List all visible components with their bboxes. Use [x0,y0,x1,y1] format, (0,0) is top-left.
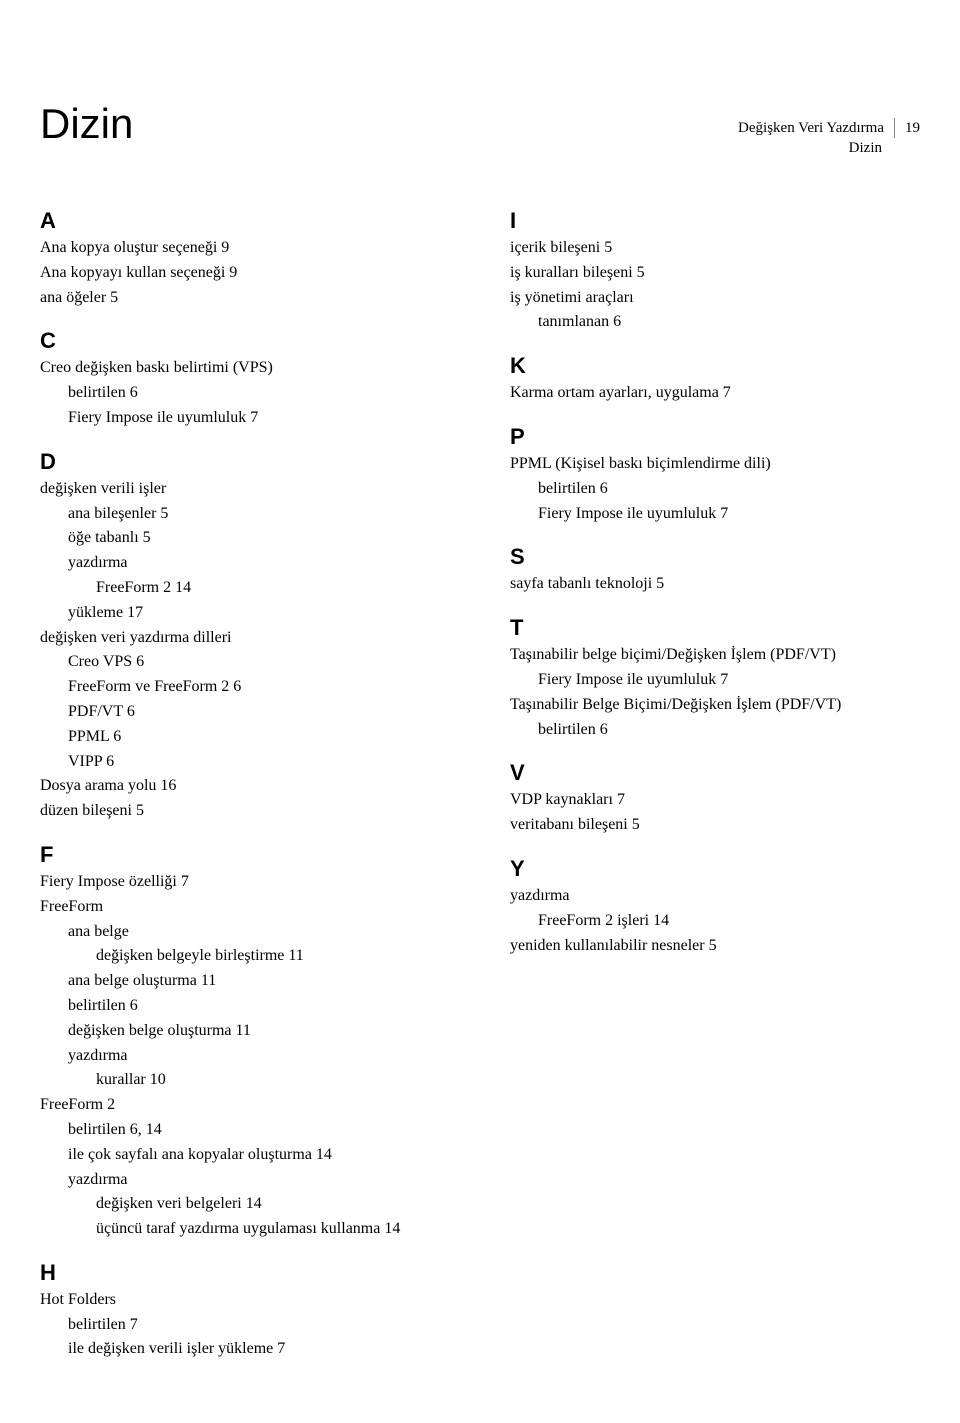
index-entry: yazdırma [68,1168,480,1193]
index-entry: Creo değişken baskı belirtimi (VPS) [40,356,480,381]
index-entry: PPML 6 [68,725,480,750]
index-entry: değişken verili işler [40,477,480,502]
index-entry: ana öğeler 5 [40,286,480,311]
index-entry: VIPP 6 [68,750,480,775]
index-letter: D [40,449,480,475]
index-entry: iş yönetimi araçları [510,286,950,311]
index-entry: belirtilen 6 [68,381,480,406]
index-entry: değişken belgeyle birleştirme 11 [96,944,480,969]
index-entry: yazdırma [510,884,950,909]
index-column-right: Iiçerik bileşeni 5iş kuralları bileşeni … [510,208,950,1362]
index-column-left: AAna kopya oluştur seçeneği 9Ana kopyayı… [40,208,480,1362]
index-entry: FreeForm ve FreeForm 2 6 [68,675,480,700]
index-entry: FreeForm 2 [40,1093,480,1118]
index-entry: Karma ortam ayarları, uygulama 7 [510,381,950,406]
index-letter: P [510,424,950,450]
index-entry: Ana kopya oluştur seçeneği 9 [40,236,480,261]
index-entry: PDF/VT 6 [68,700,480,725]
index-entry: Fiery Impose ile uyumluluk 7 [538,668,950,693]
index-columns: AAna kopya oluştur seçeneği 9Ana kopyayı… [40,208,920,1362]
index-entry: FreeForm 2 14 [96,576,480,601]
index-entry: değişken belge oluşturma 11 [68,1019,480,1044]
index-letter: K [510,353,950,379]
index-entry: ana bileşenler 5 [68,502,480,527]
index-entry: yazdırma [68,551,480,576]
index-entry: düzen bileşeni 5 [40,799,480,824]
index-entry: iş kuralları bileşeni 5 [510,261,950,286]
index-entry: üçüncü taraf yazdırma uygulaması kullanm… [96,1217,480,1242]
index-entry: yeniden kullanılabilir nesneler 5 [510,934,950,959]
index-entry: belirtilen 6 [68,994,480,1019]
index-letter: A [40,208,480,234]
header-row: Değişken Veri Yazdırma 19 [738,118,920,138]
index-entry: içerik bileşeni 5 [510,236,950,261]
header-subtitle: Dizin [738,140,920,157]
index-entry: ana belge [68,920,480,945]
index-entry: Taşınabilir Belge Biçimi/Değişken İşlem … [510,693,950,718]
index-entry: belirtilen 7 [68,1313,480,1338]
page-number: 19 [905,120,920,137]
index-entry: tanımlanan 6 [538,310,950,335]
index-entry: ile değişken verili işler yükleme 7 [68,1337,480,1362]
index-entry: ana belge oluşturma 11 [68,969,480,994]
index-letter: H [40,1260,480,1286]
index-entry: yazdırma [68,1044,480,1069]
index-entry: belirtilen 6 [538,718,950,743]
index-entry: yükleme 17 [68,601,480,626]
page-header: Değişken Veri Yazdırma 19 Dizin [738,118,920,157]
index-letter: T [510,615,950,641]
index-entry: değişken veri yazdırma dilleri [40,626,480,651]
index-entry: sayfa tabanlı teknoloji 5 [510,572,950,597]
index-letter: I [510,208,950,234]
index-entry: Fiery Impose ile uyumluluk 7 [538,502,950,527]
index-entry: Hot Folders [40,1288,480,1313]
index-entry: öğe tabanlı 5 [68,526,480,551]
index-letter: V [510,760,950,786]
index-entry: Dosya arama yolu 16 [40,774,480,799]
index-entry: belirtilen 6, 14 [68,1118,480,1143]
index-entry: ile çok sayfalı ana kopyalar oluşturma 1… [68,1143,480,1168]
index-entry: PPML (Kişisel baskı biçimlendirme dili) [510,452,950,477]
index-entry: Fiery Impose ile uyumluluk 7 [68,406,480,431]
index-letter: C [40,328,480,354]
index-entry: veritabanı bileşeni 5 [510,813,950,838]
index-entry: Fiery Impose özelliği 7 [40,870,480,895]
index-letter: S [510,544,950,570]
index-entry: VDP kaynakları 7 [510,788,950,813]
index-entry: kurallar 10 [96,1068,480,1093]
header-divider [894,118,895,138]
index-letter: F [40,842,480,868]
index-entry: Ana kopyayı kullan seçeneği 9 [40,261,480,286]
index-entry: Creo VPS 6 [68,650,480,675]
index-entry: FreeForm [40,895,480,920]
index-entry: değişken veri belgeleri 14 [96,1192,480,1217]
index-letter: Y [510,856,950,882]
header-title: Değişken Veri Yazdırma [738,120,884,137]
index-entry: belirtilen 6 [538,477,950,502]
index-entry: Taşınabilir belge biçimi/Değişken İşlem … [510,643,950,668]
index-entry: FreeForm 2 işleri 14 [538,909,950,934]
